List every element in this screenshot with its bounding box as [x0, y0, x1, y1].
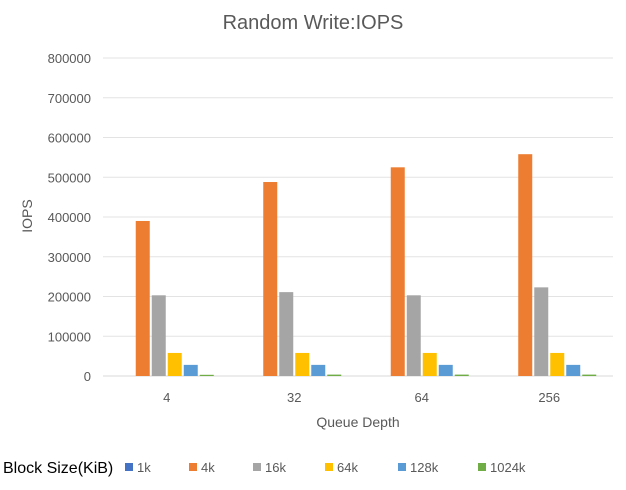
bar-16k-64: [406, 295, 421, 376]
bar-128k-256: [566, 364, 581, 376]
y-tick-label: 100000: [48, 329, 91, 344]
y-tick-label: 400000: [48, 210, 91, 225]
bar-4k-4: [135, 220, 150, 376]
bar-1024k-256: [582, 374, 597, 376]
legend-label-4k: 4k: [201, 460, 215, 475]
x-axis-ticks: 4 32 64 256: [163, 390, 560, 405]
legend-swatch-16k: [253, 463, 261, 471]
y-tick-label: 600000: [48, 131, 91, 146]
y-tick-label: 800000: [48, 51, 91, 66]
legend-swatch-1024k: [478, 463, 486, 471]
x-tick-label: 4: [163, 390, 170, 405]
bar-4k-64: [390, 167, 405, 376]
legend-title: Block Size(KiB): [3, 460, 113, 477]
y-tick-label: 0: [84, 369, 91, 384]
bar-64k-4: [167, 352, 182, 376]
legend-label-16k: 16k: [265, 460, 286, 475]
bar-1024k-64: [454, 374, 469, 376]
legend-swatch-64k: [325, 463, 333, 471]
bar-128k-4: [183, 364, 198, 376]
bars: [135, 154, 597, 376]
bar-16k-32: [279, 292, 294, 376]
chart-title: Random Write:IOPS: [223, 12, 404, 34]
x-tick-label: 32: [287, 390, 301, 405]
x-axis-label: Queue Depth: [316, 414, 399, 430]
bar-128k-32: [311, 364, 326, 376]
bar-4k-32: [263, 182, 278, 376]
bar-128k-64: [438, 364, 453, 376]
bar-64k-64: [422, 352, 437, 376]
y-tick-label: 200000: [48, 290, 91, 305]
y-tick-label: 500000: [48, 170, 91, 185]
legend-swatch-4k: [189, 463, 197, 471]
y-tick-label: 300000: [48, 250, 91, 265]
bar-64k-32: [295, 352, 310, 376]
y-axis-label: IOPS: [19, 199, 35, 232]
bar-64k-256: [550, 352, 565, 376]
y-tick-label: 700000: [48, 91, 91, 106]
bar-4k-256: [518, 154, 533, 376]
legend-swatch-128k: [398, 463, 406, 471]
bar-1024k-4: [199, 374, 214, 376]
legend-label-64k: 64k: [337, 460, 358, 475]
legend-label-1k: 1k: [137, 460, 151, 475]
legend-label-128k: 128k: [410, 460, 439, 475]
legend-label-1024k: 1024k: [490, 460, 526, 475]
x-tick-label: 64: [415, 390, 429, 405]
y-axis-ticks: 0 100000 200000 300000 400000 500000 600000 700…: [48, 51, 91, 384]
x-tick-label: 256: [538, 390, 560, 405]
bar-16k-4: [151, 295, 166, 376]
bar-1024k-32: [327, 374, 342, 376]
legend: 1k 4k 16k 64k 128k 1024k: [125, 460, 526, 475]
bar-16k-256: [534, 287, 549, 376]
legend-swatch-1k: [125, 463, 133, 471]
gridlines: [103, 57, 613, 377]
